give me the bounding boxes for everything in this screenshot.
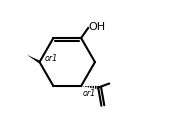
Text: OH: OH xyxy=(89,22,106,32)
Polygon shape xyxy=(27,55,40,63)
Text: or1: or1 xyxy=(45,54,58,63)
Text: or1: or1 xyxy=(82,89,96,98)
